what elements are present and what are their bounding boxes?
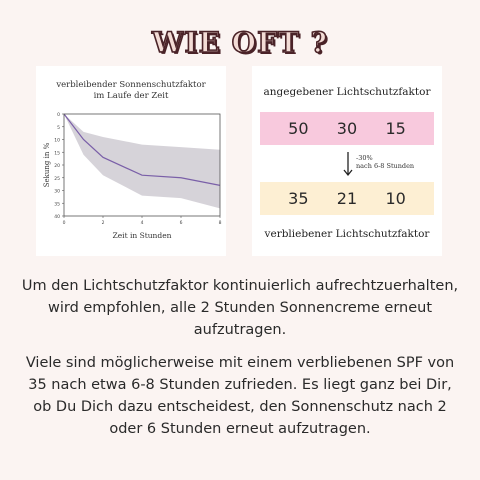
reduction-time: nach 6-8 Stunden (356, 162, 415, 170)
x-tick-label: 4 (141, 220, 144, 226)
remaining-spf-value: 10 (385, 189, 406, 208)
x-tick-label: 6 (180, 220, 183, 226)
x-tick-label: 2 (102, 220, 105, 226)
y-tick-label: 10 (54, 138, 60, 144)
remaining-spf-value: 35 (288, 189, 309, 208)
y-tick-label: 35 (54, 201, 60, 207)
y-tick-label: 30 (54, 189, 60, 195)
given-spf-heading: angegebener Lichtschutzfaktor (263, 86, 431, 98)
given-spf-value: 30 (336, 119, 358, 138)
arrow-down-icon (343, 152, 353, 177)
chart-title: verbleibender Sonnenschutzfaktor im Laufe… (36, 80, 226, 102)
x-tick-label: 0 (63, 220, 66, 226)
spf-card: angegebener Lichtschutzfaktor 50 30 15 -… (252, 66, 442, 256)
paragraph-explanation: Viele sind möglicherweise mit einem verb… (25, 355, 455, 437)
x-axis-label: Zeit in Stunden (113, 231, 172, 240)
y-tick-label: 5 (57, 125, 60, 131)
remaining-spf-value: 21 (336, 189, 358, 208)
confidence-band (64, 114, 220, 209)
page-title: WIE OFT ? (151, 25, 328, 60)
y-tick-label: 0 (57, 112, 60, 118)
chart-title-line: verbleibender Sonnenschutzfaktor (56, 80, 206, 90)
y-tick-label: 15 (54, 150, 60, 156)
x-tick-label: 8 (219, 220, 222, 226)
given-spf-row: 50 30 15 (260, 112, 434, 145)
remaining-spf-row: 35 21 10 (260, 182, 434, 215)
reduction-percent: -30% (356, 154, 373, 162)
reduction-note: -30% nach 6-8 Stunden (356, 154, 414, 170)
series-line (63, 113, 221, 186)
chart-title-line: im Laufe der Zeit (93, 91, 169, 101)
given-spf-value: 50 (288, 119, 309, 138)
chart-card: verbleibender Sonnenschutzfaktor im Laufe… (36, 66, 226, 256)
remaining-spf-footer: verbliebener Lichtschutzfaktor (264, 228, 430, 240)
y-tick-label: 25 (54, 176, 60, 182)
paragraph-recommendation: Um den Lichtschutzfaktor kontinuierlich … (21, 278, 459, 338)
y-tick-label: 40 (54, 214, 60, 220)
y-axis-label: Sekung in % (43, 142, 51, 187)
y-tick-label: 20 (54, 163, 60, 169)
given-spf-value: 15 (385, 119, 406, 138)
